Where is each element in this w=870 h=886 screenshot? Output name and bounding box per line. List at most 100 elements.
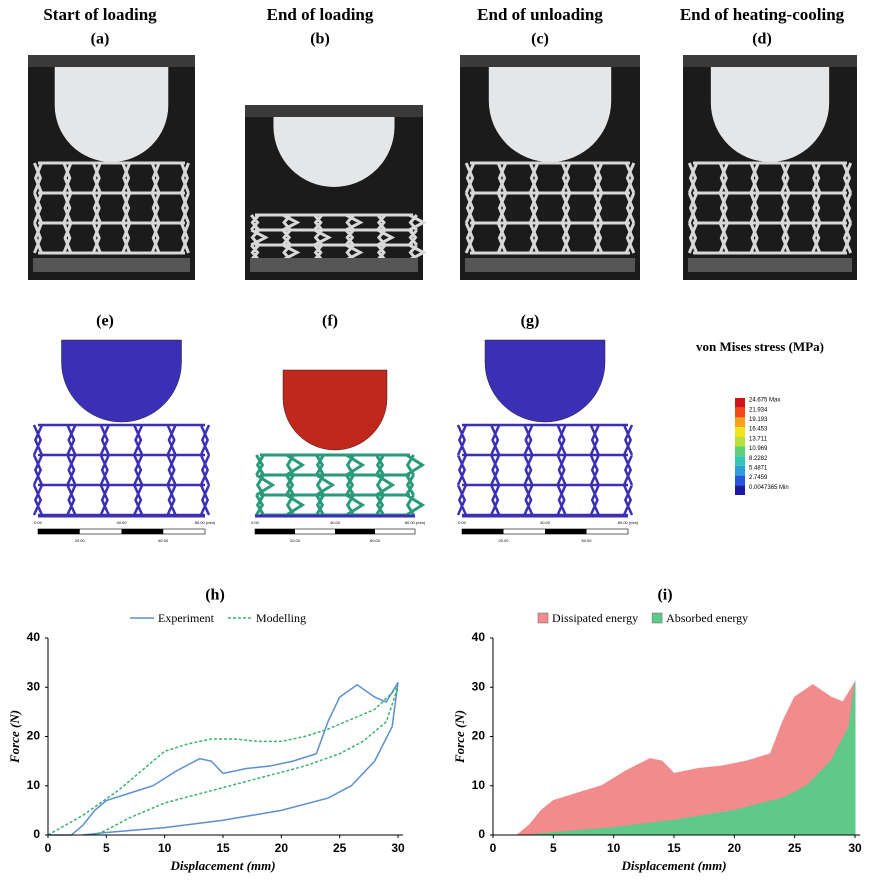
y-tick-label: 20 [27, 729, 41, 743]
scale-bar-fill [255, 529, 295, 534]
colorbar-cell [735, 476, 745, 486]
scale-label: 40.00 [116, 520, 127, 525]
y-tick-label: 30 [472, 679, 486, 693]
scale-label: 80.00 (mm) [405, 520, 426, 525]
x-tick-label: 15 [667, 841, 681, 855]
chart-title: (i) [657, 587, 672, 604]
x-tick-label: 0 [490, 841, 497, 855]
legend-label: Experiment [158, 611, 215, 625]
colorbar-label: 19.193 [749, 417, 768, 423]
x-tick-label: 10 [607, 841, 621, 855]
panel-label: (b) [310, 31, 330, 48]
legend-title: von Mises stress (MPa) [696, 339, 824, 354]
x-tick-label: 15 [216, 841, 230, 855]
scale-bar-fill [462, 529, 504, 534]
x-axis-title: Displacement (mm) [169, 858, 275, 873]
scale-label: 0.00 [34, 520, 43, 525]
y-axis-title: Force (N) [452, 710, 467, 764]
colorbar-label: 0.0047365 Min [749, 485, 789, 491]
press-plate [245, 105, 423, 117]
scale-label: 0.00 [251, 520, 260, 525]
colorbar-label: 24.675 Max [749, 398, 780, 404]
fem-indenter [485, 340, 605, 422]
colorbar-cell [735, 466, 745, 476]
lattice [34, 425, 209, 515]
x-axis-title: Displacement (mm) [620, 858, 726, 873]
fem-indenter [283, 370, 387, 450]
legend-label: Absorbed energy [666, 611, 748, 625]
colorbar-cell [735, 437, 745, 447]
colorbar-label: 21.934 [749, 407, 768, 413]
x-tick-label: 30 [391, 841, 405, 855]
x-tick-label: 5 [550, 841, 557, 855]
y-tick-label: 20 [472, 729, 486, 743]
photos: Start of loading (a) End of loading (b) End … [28, 5, 857, 280]
base [465, 258, 635, 272]
scale-label: 80.00 (mm) [195, 520, 216, 525]
figure: Start of loading (a) End of loading (b) End … [0, 0, 870, 881]
scale-label: 20.00 [290, 538, 301, 543]
colorbar-label: 16.453 [749, 427, 768, 433]
scale-bar-fill [335, 529, 375, 534]
colorbar-cell [735, 427, 745, 437]
line [48, 682, 398, 835]
lattice [256, 455, 422, 515]
panel-title: End of loading [267, 5, 374, 24]
scale-bar-fill [38, 529, 80, 534]
press-plate [683, 55, 857, 67]
x-tick-label: 25 [788, 841, 802, 855]
legend-label: Dissipated energy [552, 611, 638, 625]
chart-title: (h) [205, 587, 225, 604]
y-tick-label: 30 [27, 679, 41, 693]
panel-title: End of unloading [477, 5, 603, 24]
y-axis-title: Force (N) [7, 710, 22, 764]
panel-label: (d) [752, 31, 772, 48]
x-tick-label: 20 [275, 841, 289, 855]
colorbar-cell [735, 417, 745, 427]
panel-label: (a) [91, 31, 110, 48]
x-tick-label: 5 [103, 841, 110, 855]
x-tick-label: 20 [728, 841, 742, 855]
fem-label: (g) [521, 313, 540, 330]
scale-label: 20.00 [498, 538, 509, 543]
panel-title: Start of loading [43, 5, 157, 24]
scale-bar-fill [545, 529, 587, 534]
scale-label: 60.00 [370, 538, 381, 543]
colorbar-label: 10.969 [749, 446, 768, 452]
x-tick-label: 0 [45, 841, 52, 855]
colorbar-cell [735, 408, 745, 418]
scale-label: 40.00 [540, 520, 551, 525]
scale-label: 0.00 [458, 520, 467, 525]
scale-bar-fill [122, 529, 164, 534]
base [688, 258, 852, 272]
y-tick-label: 0 [33, 827, 40, 841]
panel-title: End of heating-cooling [680, 5, 845, 24]
y-tick-label: 0 [478, 827, 485, 841]
line [48, 687, 398, 835]
scale-label: 80.00 (mm) [618, 520, 639, 525]
y-tick-label: 40 [472, 630, 486, 644]
colorbar-cell [735, 447, 745, 457]
fem-label: (f) [322, 313, 338, 330]
scale-label: 20.00 [75, 538, 86, 543]
y-tick-label: 10 [27, 778, 41, 792]
legend-swatch [538, 613, 548, 623]
base [250, 258, 418, 272]
scale-label: 60.00 [581, 538, 592, 543]
x-tick-label: 10 [158, 841, 172, 855]
colorbar-label: 2.7459 [749, 475, 768, 481]
fem-label: (e) [96, 313, 114, 330]
colorbar-cell [735, 456, 745, 466]
colorbar-cell [735, 485, 745, 495]
y-tick-label: 40 [27, 630, 41, 644]
press-plate [28, 55, 195, 67]
lattice [458, 425, 632, 515]
fem-indenter [62, 340, 182, 422]
x-tick-label: 30 [848, 841, 862, 855]
colorbar-label: 5.4871 [749, 465, 768, 471]
scale-label: 60.00 [158, 538, 169, 543]
x-tick-label: 25 [333, 841, 347, 855]
press-plate [460, 55, 640, 67]
